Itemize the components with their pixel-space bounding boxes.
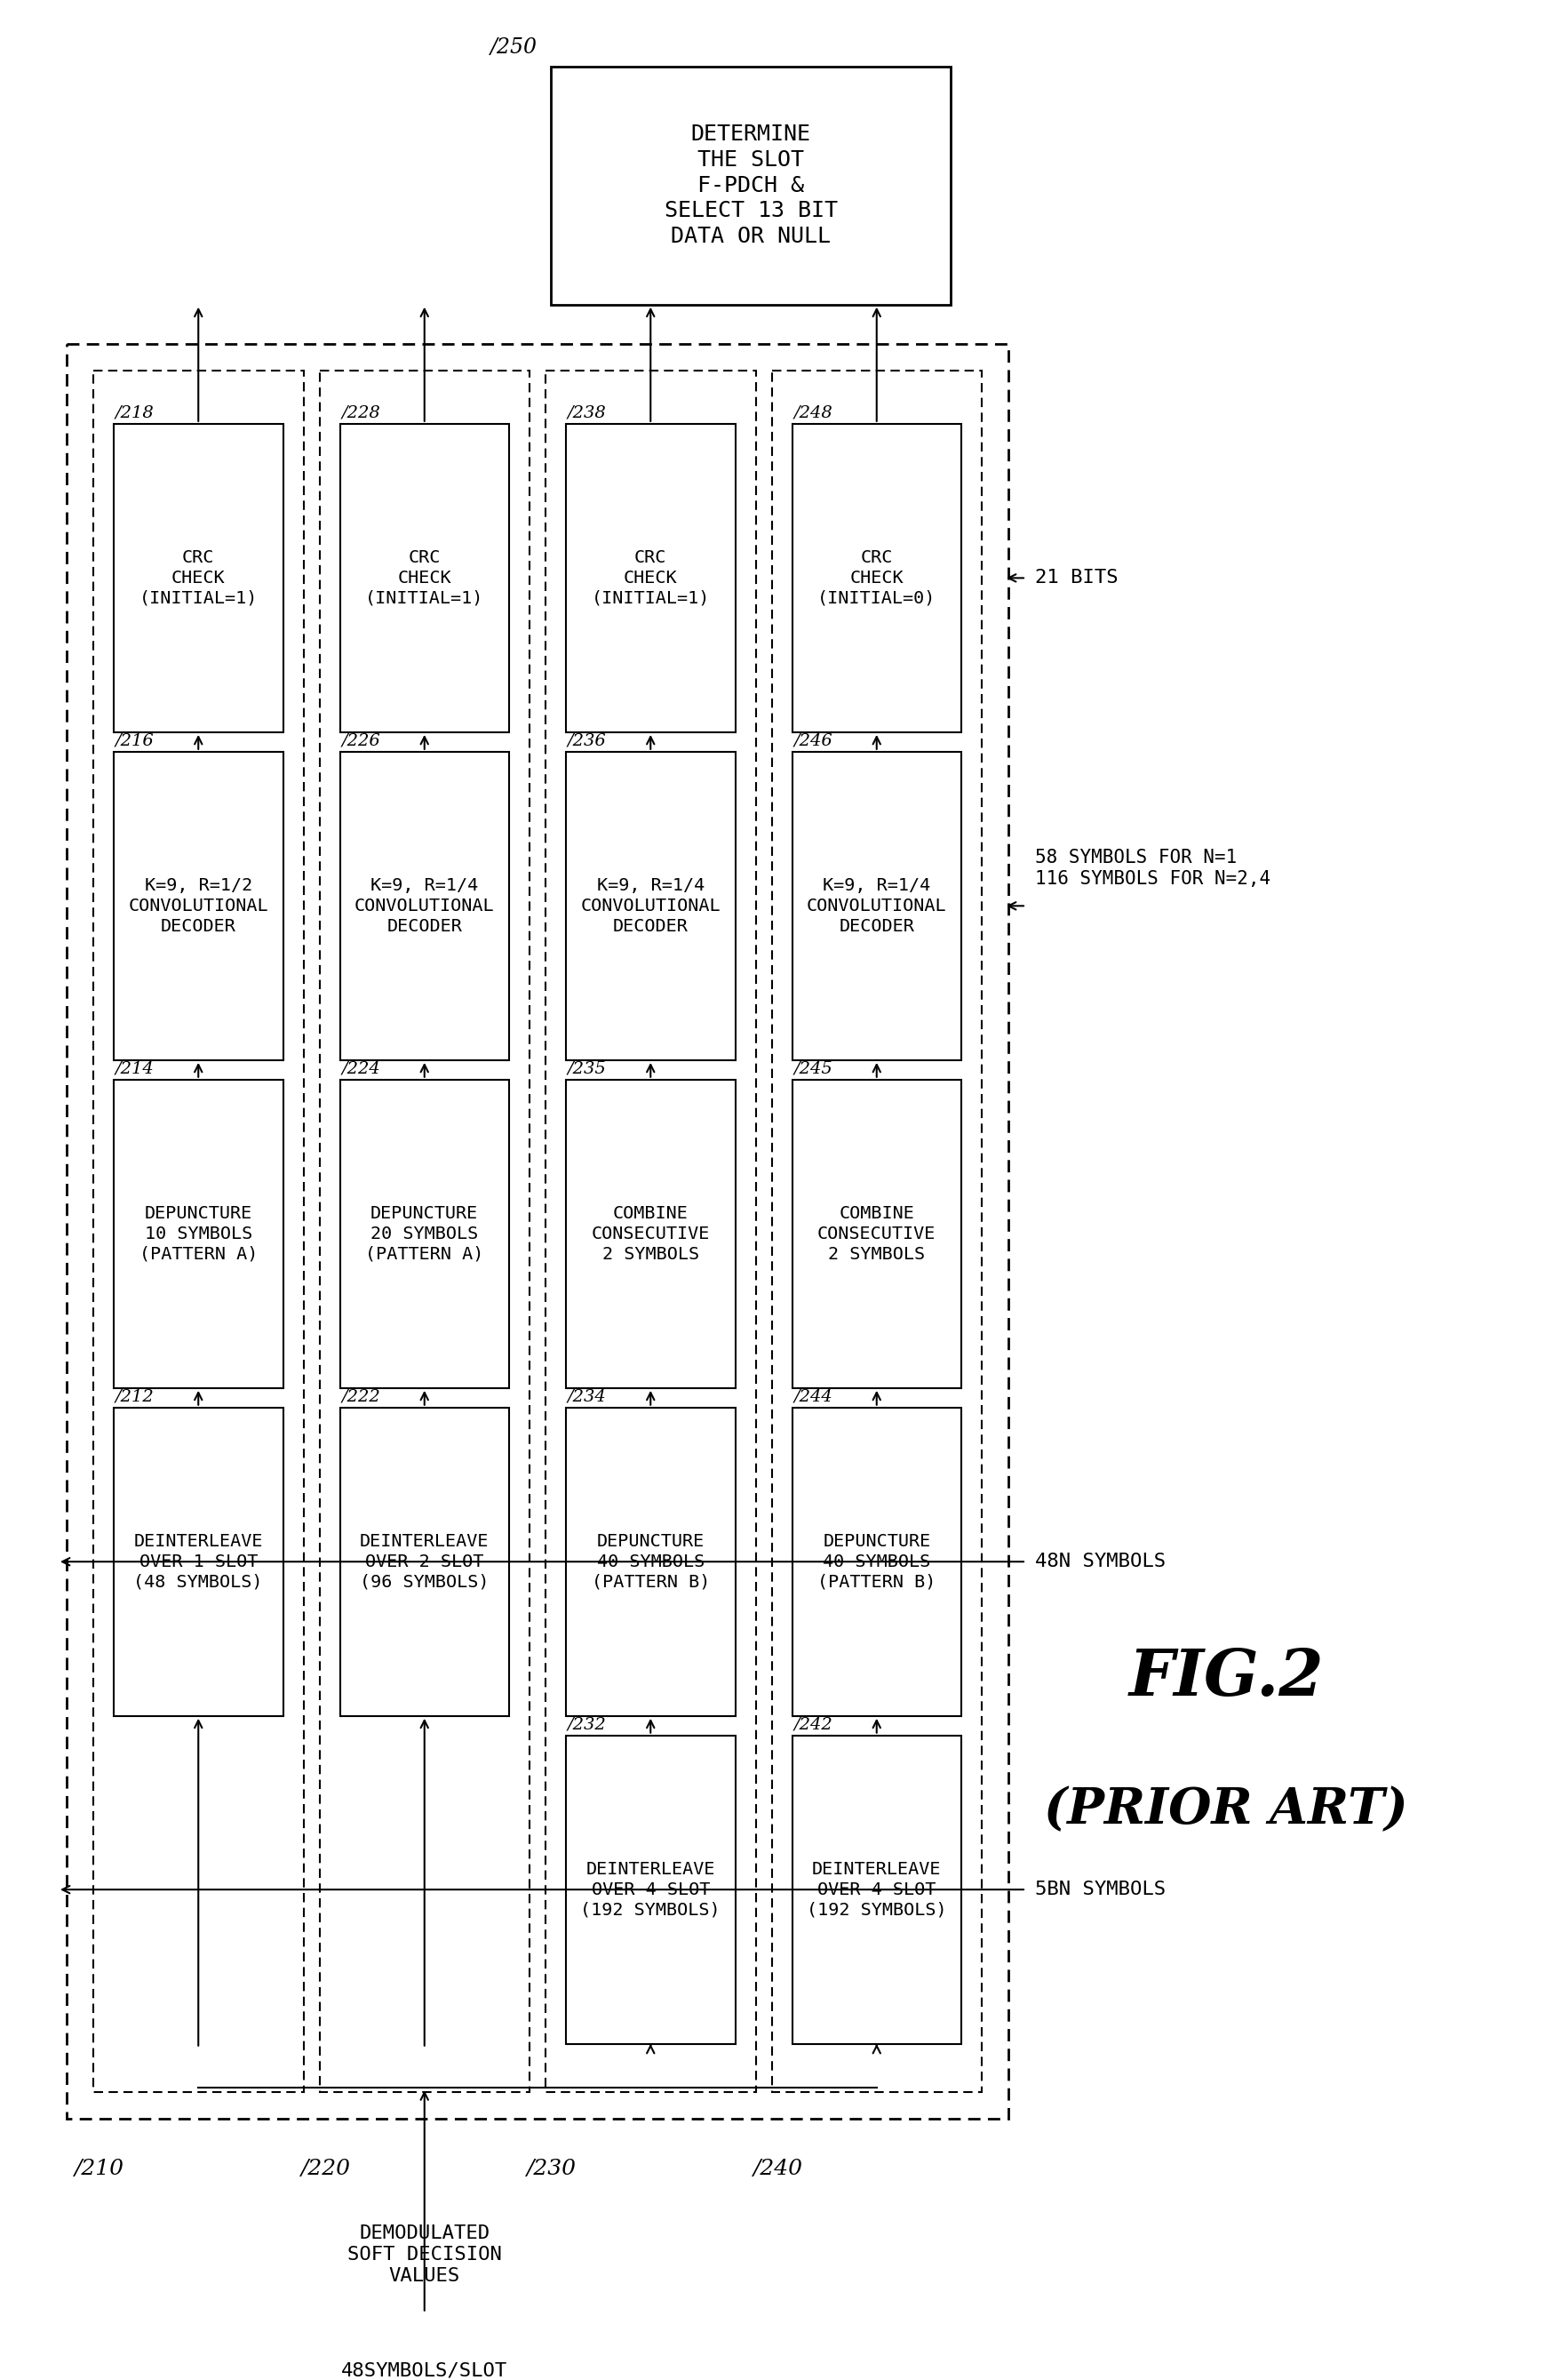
- Text: DEPUNCTURE
10 SYMBOLS
(PATTERN A): DEPUNCTURE 10 SYMBOLS (PATTERN A): [140, 1204, 258, 1261]
- Text: /210: /210: [75, 2159, 124, 2180]
- Text: DEMODULATED
SOFT DECISION
VALUES: DEMODULATED SOFT DECISION VALUES: [348, 2225, 502, 2285]
- Bar: [772, 371, 981, 2092]
- Text: 48N SYMBOLS: 48N SYMBOLS: [1034, 1552, 1166, 1571]
- Text: DETERMINE
THE SLOT
F-PDCH &
SELECT 13 BIT
DATA OR NULL: DETERMINE THE SLOT F-PDCH & SELECT 13 BI…: [665, 124, 837, 248]
- Bar: [340, 424, 509, 733]
- Text: /240: /240: [753, 2159, 803, 2180]
- Text: /244: /244: [794, 1390, 832, 1404]
- Text: /216: /216: [115, 733, 154, 750]
- Text: /220: /220: [301, 2159, 351, 2180]
- Bar: [565, 424, 735, 733]
- Bar: [792, 1081, 961, 1388]
- Text: /228: /228: [342, 405, 380, 421]
- Text: DEPUNCTURE
20 SYMBOLS
(PATTERN A): DEPUNCTURE 20 SYMBOLS (PATTERN A): [365, 1204, 483, 1261]
- Text: DEPUNCTURE
40 SYMBOLS
(PATTERN B): DEPUNCTURE 40 SYMBOLS (PATTERN B): [817, 1533, 936, 1590]
- Text: K=9, R=1/4
CONVOLUTIONAL
DECODER: K=9, R=1/4 CONVOLUTIONAL DECODER: [581, 878, 721, 935]
- Text: K=9, R=1/4
CONVOLUTIONAL
DECODER: K=9, R=1/4 CONVOLUTIONAL DECODER: [806, 878, 947, 935]
- Text: /212: /212: [115, 1390, 154, 1404]
- Bar: [792, 752, 961, 1059]
- Text: /235: /235: [568, 1061, 607, 1076]
- Bar: [113, 1081, 283, 1388]
- Text: K=9, R=1/4
CONVOLUTIONAL
DECODER: K=9, R=1/4 CONVOLUTIONAL DECODER: [354, 878, 494, 935]
- Text: 48SYMBOLS/SLOT: 48SYMBOLS/SLOT: [342, 2361, 508, 2380]
- Bar: [67, 345, 1008, 2118]
- Bar: [565, 1081, 735, 1388]
- Text: 5BN SYMBOLS: 5BN SYMBOLS: [1034, 1880, 1166, 1899]
- Text: /236: /236: [568, 733, 607, 750]
- Text: DEPUNCTURE
40 SYMBOLS
(PATTERN B): DEPUNCTURE 40 SYMBOLS (PATTERN B): [592, 1533, 710, 1590]
- Bar: [93, 371, 303, 2092]
- Bar: [320, 371, 530, 2092]
- Bar: [565, 1735, 735, 2044]
- Text: /218: /218: [115, 405, 154, 421]
- Text: /224: /224: [342, 1061, 380, 1076]
- Bar: [113, 752, 283, 1059]
- Text: /246: /246: [794, 733, 832, 750]
- Bar: [792, 424, 961, 733]
- Text: /230: /230: [528, 2159, 578, 2180]
- Text: COMBINE
CONSECUTIVE
2 SYMBOLS: COMBINE CONSECUTIVE 2 SYMBOLS: [817, 1204, 936, 1261]
- Text: (PRIOR ART): (PRIOR ART): [1044, 1785, 1409, 1835]
- Text: /226: /226: [342, 733, 380, 750]
- Text: DEINTERLEAVE
OVER 2 SLOT
(96 SYMBOLS): DEINTERLEAVE OVER 2 SLOT (96 SYMBOLS): [360, 1533, 489, 1590]
- Text: DEINTERLEAVE
OVER 1 SLOT
(48 SYMBOLS): DEINTERLEAVE OVER 1 SLOT (48 SYMBOLS): [134, 1533, 262, 1590]
- Bar: [340, 752, 509, 1059]
- Text: /234: /234: [568, 1390, 607, 1404]
- Text: COMBINE
CONSECUTIVE
2 SYMBOLS: COMBINE CONSECUTIVE 2 SYMBOLS: [592, 1204, 710, 1261]
- Text: /214: /214: [115, 1061, 154, 1076]
- Bar: [565, 1407, 735, 1716]
- Bar: [792, 1407, 961, 1716]
- Bar: [113, 424, 283, 733]
- Text: CRC
CHECK
(INITIAL=0): CRC CHECK (INITIAL=0): [817, 550, 936, 607]
- Text: /232: /232: [568, 1716, 607, 1733]
- Text: DEINTERLEAVE
OVER 4 SLOT
(192 SYMBOLS): DEINTERLEAVE OVER 4 SLOT (192 SYMBOLS): [581, 1861, 721, 1918]
- Text: K=9, R=1/2
CONVOLUTIONAL
DECODER: K=9, R=1/2 CONVOLUTIONAL DECODER: [129, 878, 269, 935]
- Bar: [340, 1081, 509, 1388]
- Bar: [792, 1735, 961, 2044]
- Text: /250: /250: [491, 38, 537, 57]
- Text: CRC
CHECK
(INITIAL=1): CRC CHECK (INITIAL=1): [140, 550, 258, 607]
- Text: 58 SYMBOLS FOR N=1
116 SYMBOLS FOR N=2,4: 58 SYMBOLS FOR N=1 116 SYMBOLS FOR N=2,4: [1034, 850, 1270, 888]
- Bar: [545, 371, 756, 2092]
- Text: CRC
CHECK
(INITIAL=1): CRC CHECK (INITIAL=1): [365, 550, 483, 607]
- Bar: [551, 67, 950, 305]
- Text: /245: /245: [794, 1061, 832, 1076]
- Text: /222: /222: [342, 1390, 380, 1404]
- Text: /238: /238: [568, 405, 607, 421]
- Text: 21 BITS: 21 BITS: [1034, 569, 1118, 588]
- Text: /242: /242: [794, 1716, 832, 1733]
- Text: /248: /248: [794, 405, 832, 421]
- Text: FIG.2: FIG.2: [1129, 1647, 1323, 1709]
- Text: DEINTERLEAVE
OVER 4 SLOT
(192 SYMBOLS): DEINTERLEAVE OVER 4 SLOT (192 SYMBOLS): [806, 1861, 947, 1918]
- Bar: [340, 1407, 509, 1716]
- Text: CRC
CHECK
(INITIAL=1): CRC CHECK (INITIAL=1): [592, 550, 710, 607]
- Bar: [113, 1407, 283, 1716]
- Bar: [565, 752, 735, 1059]
